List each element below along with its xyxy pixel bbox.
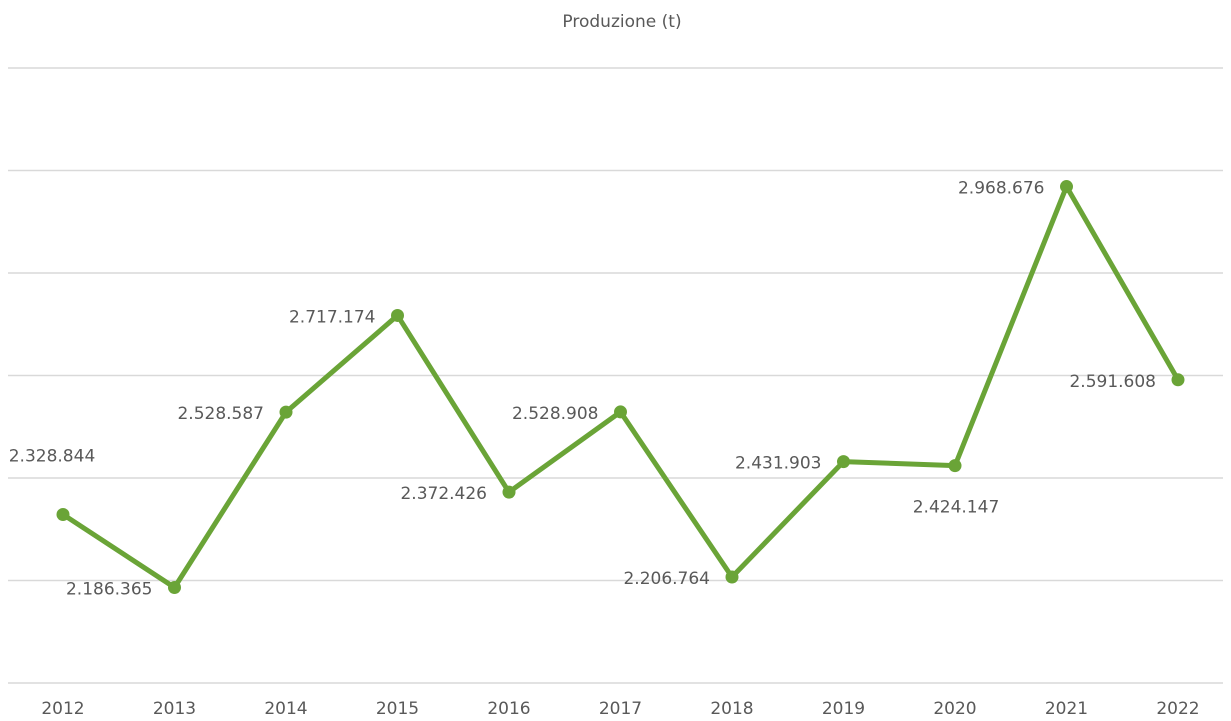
x-tick-label: 2015	[376, 699, 419, 719]
x-tick-label: 2017	[599, 699, 642, 719]
series-line	[61, 184, 1181, 590]
data-label: 2.206.764	[623, 569, 710, 589]
data-label: 2.186.365	[66, 579, 153, 599]
x-tick-label: 2014	[264, 699, 307, 719]
data-point	[168, 580, 181, 594]
data-label: 2.328.844	[9, 446, 96, 466]
x-tick-label: 2020	[933, 699, 976, 719]
data-label: 2.431.903	[735, 454, 822, 474]
x-tick-label: 2022	[1156, 699, 1199, 719]
data-label: 2.424.147	[913, 498, 1000, 518]
data-point	[56, 507, 70, 521]
data-point	[279, 405, 293, 419]
data-point	[1171, 373, 1185, 387]
data-point	[502, 485, 516, 499]
x-tick-label: 2013	[153, 699, 196, 719]
data-label: 2.717.174	[289, 307, 376, 327]
chart-title: Produzione (t)	[562, 12, 681, 32]
data-label: 2.528.587	[177, 404, 264, 424]
data-point	[837, 455, 850, 469]
data-point	[614, 405, 627, 419]
data-label: 2.528.908	[512, 404, 599, 424]
x-tick-label: 2021	[1045, 699, 1088, 719]
data-label: 2.591.608	[1069, 372, 1156, 392]
data-point	[1060, 180, 1073, 194]
data-point	[391, 308, 404, 322]
data-label: 2.372.426	[400, 484, 487, 504]
data-label: 2.968.676	[958, 179, 1045, 199]
data-point	[948, 459, 962, 473]
data-point	[725, 570, 739, 584]
x-tick-label: 2016	[487, 699, 530, 719]
x-tick-label: 2012	[41, 699, 84, 719]
x-tick-label: 2019	[822, 699, 865, 719]
x-tick-label: 2018	[710, 699, 753, 719]
